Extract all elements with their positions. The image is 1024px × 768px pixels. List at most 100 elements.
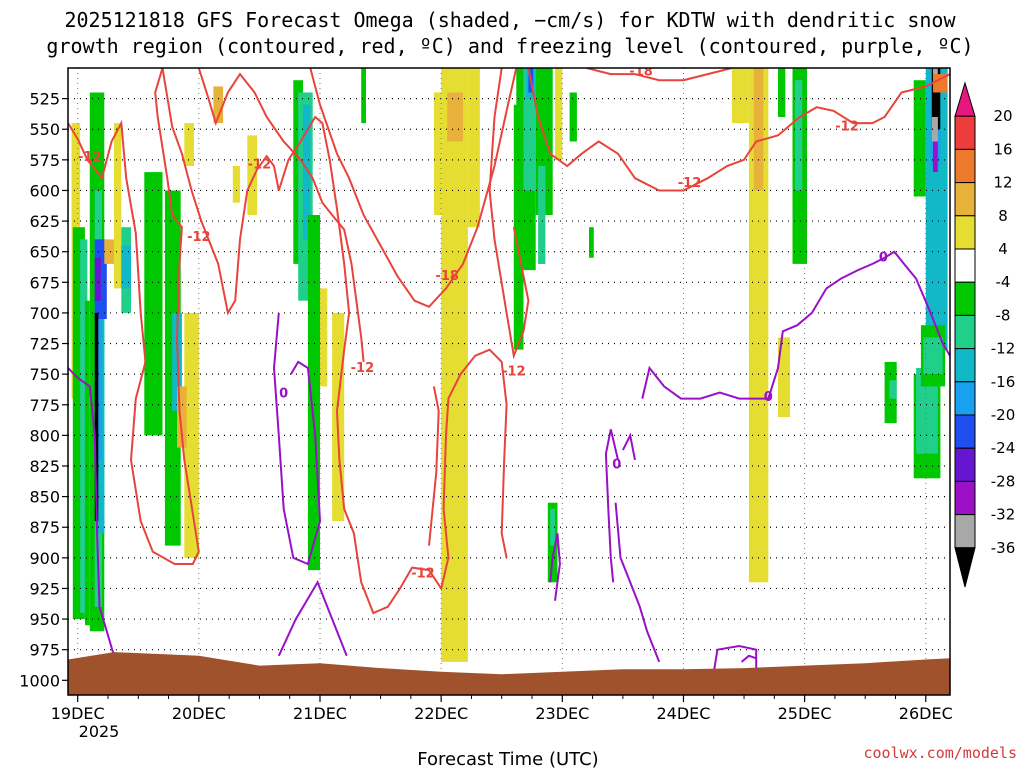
omega-shade-cell [121,245,131,289]
contour-label: -12 [78,150,102,165]
colorbar-segment [954,447,976,482]
y-tick-label: 950 [29,610,60,629]
dgz-contour-line [68,68,200,565]
contour-label: -18 [629,64,653,79]
colorbar-label: 12 [993,174,1012,192]
plot-frame [67,67,951,696]
colorbar-label: -32 [991,506,1016,524]
colorbar: 20 16 12 8 4 -4 -8 -12 -16 -20 -24 -28 -32 -36 [954,81,1016,588]
y-tick-label: 750 [29,365,60,384]
contours: -12 -12 -12 -18 -18 -12 -12 -12 -12 -12 0 0 0 0 [68,64,950,681]
y-tick-label: 625 [29,212,60,231]
colorbar-label: -12 [991,340,1016,358]
omega-shade-cell [98,300,102,460]
colorbar-segment [954,248,976,283]
y-axis: 525 550 575 600 625 650 675 700 725 750 775 800 825 8… [19,90,68,690]
colorbar-label: -28 [991,472,1016,490]
dgz-contour-line [488,68,530,360]
y-tick-label: 775 [29,396,60,415]
omega-shade-cell [933,141,938,173]
colorbar-label: -8 [996,306,1011,324]
contour-label: 0 [764,390,773,405]
colorbar-segment [954,115,976,150]
omega-shade-cell [184,312,199,558]
colorbar-segment [954,182,976,217]
colorbar-label: -36 [991,539,1016,557]
omega-shade-cell [293,80,303,264]
x-tick-label: 21DEC [293,704,347,723]
omega-shade-cell [555,68,563,160]
y-tick-label: 575 [29,151,60,170]
omega-shade-cell [748,68,769,583]
omega-shade-cell [177,386,187,448]
omega-shade-cell [441,68,468,662]
omega-shade-cell [320,288,328,387]
freezing-level-contour [68,367,115,657]
omega-shade-cell [589,227,594,258]
dgz-contour-line [309,68,518,308]
freezing-level-contour [272,312,322,566]
freezing-level-contour [614,502,661,663]
omega-shade-cell [933,74,948,93]
contour-label: -12 [678,176,702,191]
omega-shade-cell [232,166,241,203]
colorbar-segment [954,148,976,184]
x-axis: 19DEC 20DEC 21DEC 22DEC 23DEC 24DEC 25DEC 26DEC [51,695,953,723]
freezing-level-contour [711,644,758,681]
y-tick-label: 600 [29,181,60,200]
colorbar-segment [954,281,976,316]
colorbar-bottom-arrow [954,547,976,588]
plot-area: -12 -12 -12 -18 -18 -12 -12 -12 -12 -12 0 0 0 0 [68,64,950,695]
colorbar-segment [954,514,976,549]
y-tick-label: 850 [29,488,60,507]
omega-shade-cell [361,68,366,124]
omega-shade-cell [447,92,463,142]
y-tick-label: 875 [29,518,60,537]
colorbar-label: 4 [998,240,1008,258]
omega-shade-cell [213,86,224,124]
omega-shade-cell [889,380,897,399]
contour-label: -12 [835,120,859,135]
colorbar-label: -24 [991,439,1016,457]
contour-label: 0 [879,251,888,266]
colorbar-segment [954,480,976,516]
contour-label: -12 [411,567,435,582]
omega-shade-cell [731,68,749,124]
y-tick-label: 925 [29,579,60,598]
freezing-level-contour [622,432,636,461]
x-tick-label: 23DEC [535,704,589,723]
colorbar-segment [954,348,976,383]
omega-shade-cell [247,135,257,215]
freezing-level-contour [277,580,348,657]
omega-shade-cell [144,172,163,436]
omega-shade-cell [923,337,943,375]
y-tick-label: 675 [29,273,60,292]
plot-background [68,68,950,695]
contour-label: -12 [248,158,272,173]
omega-shade-cell [778,337,791,417]
y-tick-label: 550 [29,120,60,139]
x-tick-label: 20DEC [172,704,226,723]
x-tick-label: 19DEC [51,704,105,723]
colorbar-label: 8 [998,207,1008,225]
colorbar-segment [954,414,976,449]
dgz-contour-line [586,68,733,82]
omega-shade-cell [513,104,524,350]
colorbar-label: -4 [996,273,1011,291]
omega-shade-cell [433,92,442,215]
terrain-layer [68,652,950,695]
dgz-contour-line [527,68,950,192]
colorbar-segment [954,314,976,350]
omega-shade-cell [538,166,546,264]
colorbar-segment [954,381,976,416]
omega-shade-cell [184,123,194,166]
dgz-contour-line [428,386,440,546]
y-tick-label: 1000 [19,671,60,690]
y-tick-label: 700 [29,304,60,323]
x-axis-title: Forecast Time (UTC) [417,749,598,768]
omega-shade-cell [303,104,311,240]
omega-shade-cell [550,508,555,546]
credit-text: coolwx.com/models [863,744,1017,762]
y-tick-label: 725 [29,335,60,354]
